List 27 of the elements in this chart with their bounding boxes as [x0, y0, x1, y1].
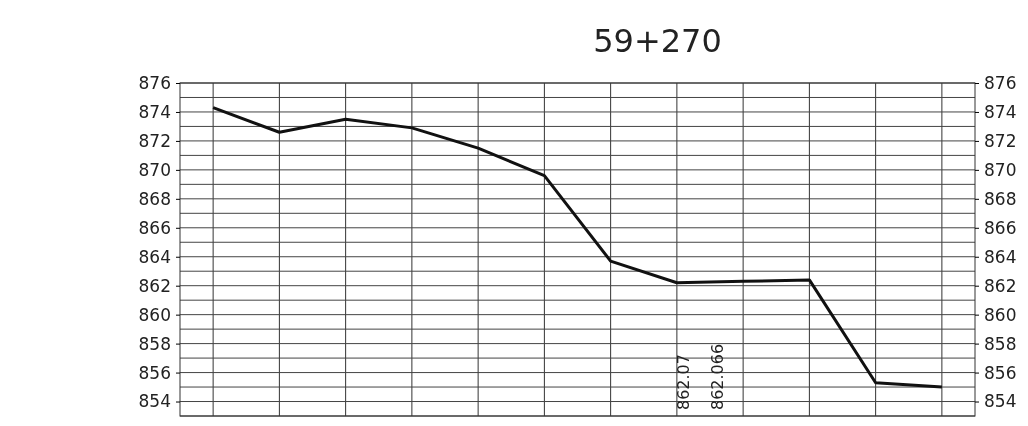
y2-tick-label: 854 — [984, 391, 1017, 412]
chart-title: 59+270 — [593, 22, 722, 60]
y2-tick-label: 856 — [984, 362, 1017, 383]
y2-tick-label: 874 — [984, 101, 1017, 122]
y-tick-label: 870 — [138, 159, 171, 180]
y-tick-label: 854 — [138, 391, 171, 412]
y2-tick-label: 868 — [984, 188, 1017, 209]
y-tick-label: 866 — [138, 217, 171, 238]
annotation: 862.07 — [673, 354, 693, 410]
y-tick-label: 872 — [138, 130, 171, 151]
y-tick-label: 864 — [138, 246, 171, 267]
y2-tick-label: 866 — [984, 217, 1017, 238]
y2-tick-label: 870 — [984, 159, 1017, 180]
y-tick-label: 862 — [138, 275, 171, 296]
y-tick-label: 856 — [138, 362, 171, 383]
y-tick-label: 876 — [138, 72, 171, 93]
y2-tick-label: 860 — [984, 304, 1017, 325]
y2-tick-label: 872 — [984, 130, 1017, 151]
y2-tick-label: 858 — [984, 333, 1017, 354]
y2-tick-label: 862 — [984, 275, 1017, 296]
annotation: 862.066 — [707, 343, 727, 410]
y-tick-label: 858 — [138, 333, 171, 354]
y2-tick-label: 876 — [984, 72, 1017, 93]
y2-tick-label: 864 — [984, 246, 1017, 267]
y-tick-label: 868 — [138, 188, 171, 209]
y-tick-label: 860 — [138, 304, 171, 325]
y-tick-label: 874 — [138, 101, 171, 122]
